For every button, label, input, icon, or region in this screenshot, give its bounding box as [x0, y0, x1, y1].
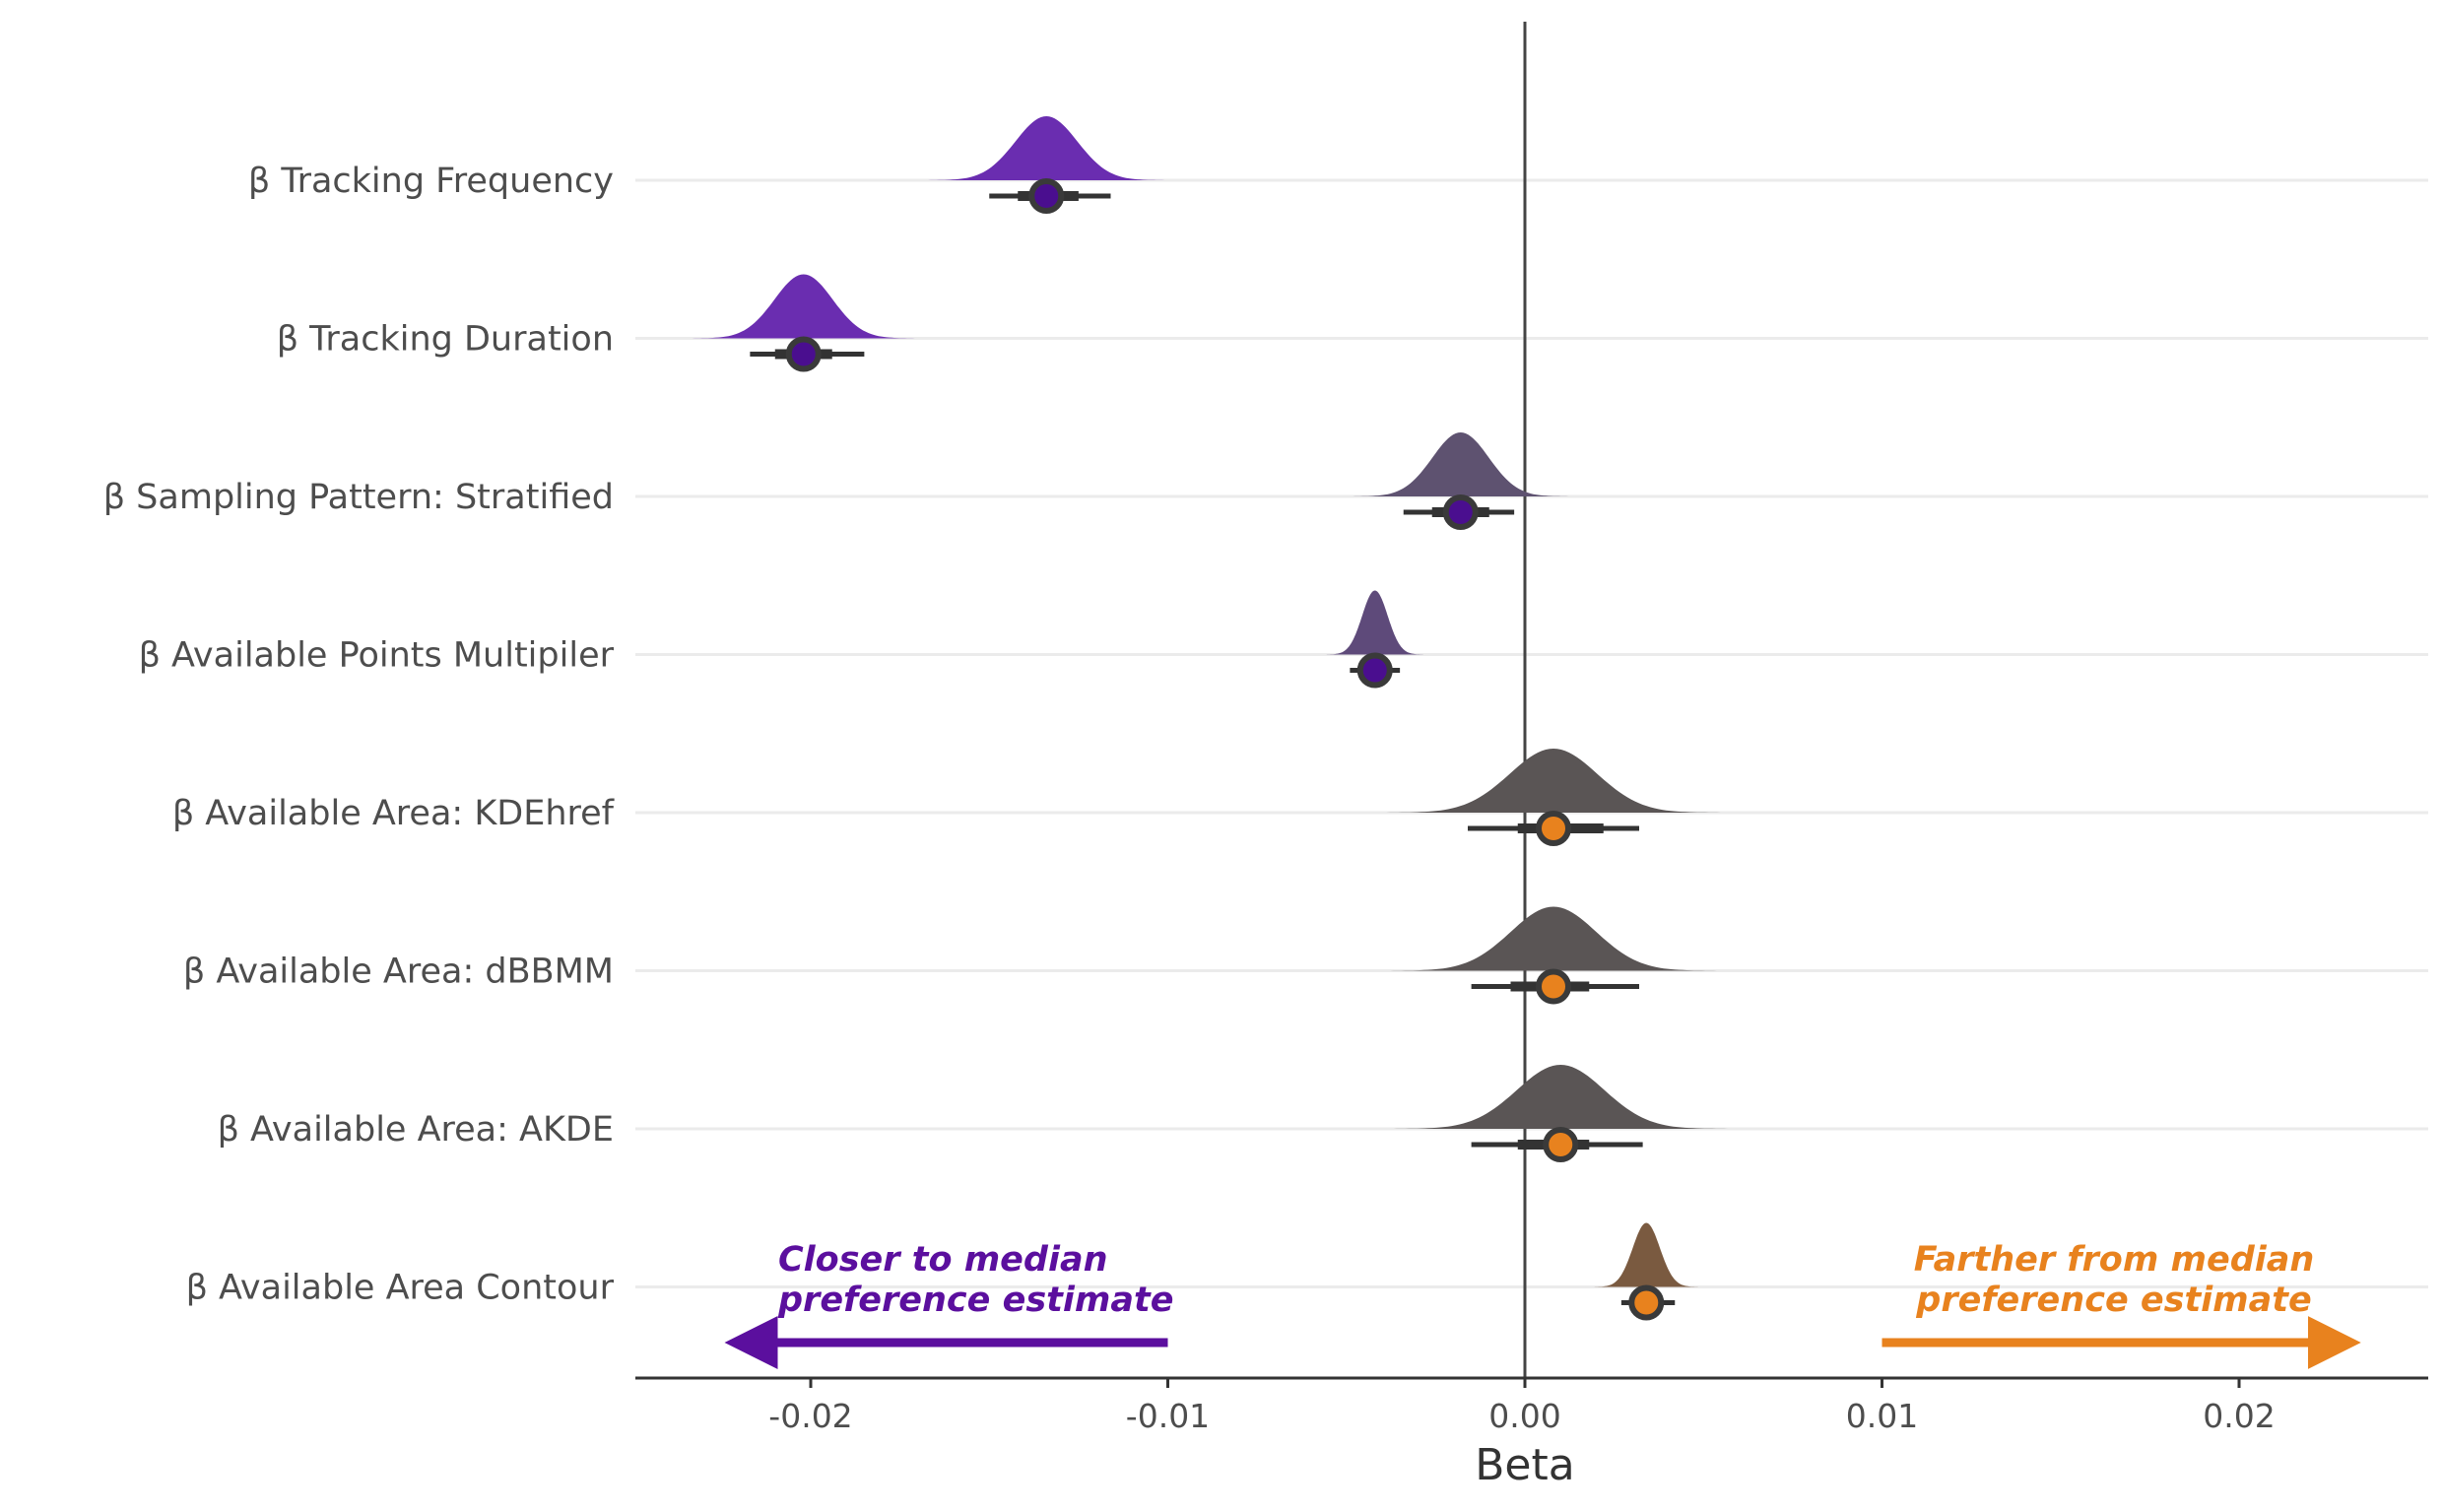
x-axis-title: Beta	[1475, 1440, 1574, 1490]
annotation-farther-line1: Farther from median	[1914, 1240, 2315, 1280]
distribution-layer	[687, 116, 1736, 1321]
median-point	[1543, 1127, 1579, 1162]
category-label: β Available Area Contour	[186, 1269, 615, 1308]
x-tick-label: 0.02	[2203, 1397, 2275, 1435]
category-label: β Tracking Frequency	[248, 162, 614, 201]
x-tick-label: 0.01	[1846, 1397, 1918, 1435]
median-point	[1536, 811, 1571, 846]
density-slab	[1378, 749, 1729, 813]
annotation-closer-line1: Closer to median	[778, 1240, 1108, 1280]
category-label: β Available Area: dBBMM	[183, 953, 614, 992]
category-label: β Available Area: AKDE	[218, 1110, 614, 1150]
density-slab	[1324, 590, 1426, 655]
density-slab	[687, 274, 921, 339]
median-point	[1442, 494, 1479, 530]
x-tick-label: -0.01	[1126, 1397, 1210, 1435]
x-tick-label: 0.00	[1488, 1397, 1560, 1435]
density-slab	[1382, 906, 1725, 971]
x-axis: -0.02 -0.01 0.00 0.01 0.02	[635, 1376, 2428, 1435]
median-point	[785, 336, 822, 372]
category-label: β Available Points Multipiler	[139, 636, 615, 676]
density-slab	[1348, 432, 1574, 496]
annotation-closer-line2: preference estimate	[777, 1281, 1173, 1320]
density-slab	[922, 116, 1170, 180]
median-point	[1028, 178, 1065, 214]
x-tick-label: -0.02	[768, 1397, 852, 1435]
category-label: β Available Area: KDEhref	[172, 794, 615, 833]
category-label: β Tracking Duration	[277, 320, 614, 360]
median-point	[1356, 652, 1393, 689]
annotation-farther-line2: preference estimate	[1915, 1281, 2311, 1320]
median-point	[1628, 1284, 1665, 1321]
density-slab	[1385, 1065, 1736, 1129]
y-axis-labels: β Tracking Frequency β Tracking Duration β…	[103, 162, 615, 1308]
density-slab	[1591, 1222, 1701, 1287]
category-label: β Sampling Pattern: Stratified	[103, 478, 614, 517]
median-point	[1536, 968, 1571, 1005]
